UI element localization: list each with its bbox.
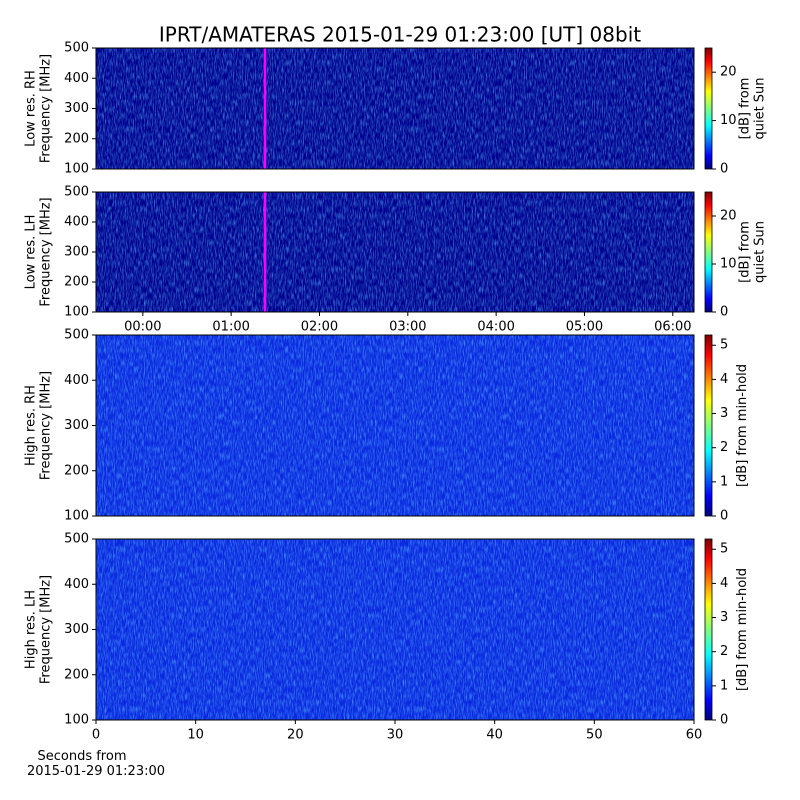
colorbar-label-line: quiet Sun (752, 221, 767, 283)
colorbar-label-line: quiet Sun (752, 77, 767, 139)
colorbar-tick-label: 1 (720, 474, 728, 489)
colorbar-tick-label: 5 (720, 542, 728, 557)
x-tick-label: 30 (387, 728, 404, 743)
y-label-line: Frequency [MHz] (38, 575, 53, 684)
colorbar-tick-label: 5 (720, 338, 728, 353)
colorbar-tick-label: 10 (720, 113, 737, 128)
figure-title: IPRT/AMATERAS 2015-01-29 01:23:00 [UT] 0… (159, 23, 641, 47)
x-tick-label: 01:00 (212, 320, 249, 335)
y-tick-label: 400 (64, 215, 89, 230)
x-label-line: 2015-01-29 01:23:00 (27, 764, 165, 779)
x-tick-label: 10 (187, 728, 204, 743)
colorbar-label: [dB] from min-hold (735, 568, 750, 691)
y-tick-label: 400 (64, 71, 89, 86)
y-tick-label: 400 (64, 373, 89, 388)
colorbar-label-line: [dB] from min-hold (735, 568, 750, 691)
x-tick-label: 05:00 (566, 320, 603, 335)
x-tick-label: 00:00 (124, 320, 161, 335)
y-axis-label: Low res. RHFrequency [MHz] (23, 54, 53, 163)
colorbar (704, 47, 713, 170)
y-tick-label: 100 (64, 305, 89, 320)
y-label-line: High res. LH (23, 590, 38, 669)
y-tick-label: 500 (64, 185, 89, 200)
y-tick-label: 200 (64, 131, 89, 146)
y-label-line: Frequency [MHz] (38, 371, 53, 480)
y-label-line: High res. RH (23, 385, 38, 466)
y-label-line: Low res. RH (23, 70, 38, 147)
colorbar-tick-label: 3 (720, 610, 728, 625)
y-tick-label: 100 (64, 162, 89, 177)
colorbar-tick-label: 10 (720, 257, 737, 272)
spectrogram-texture (96, 539, 694, 720)
y-tick-label: 200 (64, 667, 89, 682)
colorbar-tick-label: 20 (720, 65, 737, 80)
x-label-line: Seconds from (37, 749, 126, 764)
x-axis-label: Seconds from 2015-01-29 01:23:00 (27, 749, 165, 779)
y-label-line: Frequency [MHz] (38, 54, 53, 163)
y-tick-label: 500 (64, 532, 89, 547)
x-tick-label: 02:00 (301, 320, 338, 335)
colorbar-label-line: [dB] from (737, 221, 752, 283)
spectrogram-texture (96, 192, 694, 312)
x-tick-label: 60 (686, 728, 703, 743)
y-tick-label: 400 (64, 577, 89, 592)
x-tick-label: 03:00 (389, 320, 426, 335)
y-tick-label: 100 (64, 713, 89, 728)
y-label-line: Frequency [MHz] (38, 197, 53, 306)
y-tick-label: 300 (64, 622, 89, 637)
colorbar-tick-label: 4 (720, 576, 728, 591)
y-tick-label: 200 (64, 275, 89, 290)
colorbar-label-line: [dB] from min-hold (735, 364, 750, 487)
y-tick-label: 300 (64, 101, 89, 116)
colorbar-tick-label: 0 (720, 305, 728, 320)
x-tick-label: 20 (287, 728, 304, 743)
y-tick-label: 500 (64, 328, 89, 343)
colorbar-label: [dB] fromquiet Sun (737, 221, 767, 283)
y-tick-label: 500 (64, 41, 89, 56)
colorbar-tick-label: 4 (720, 372, 728, 387)
colorbar-tick-label: 0 (720, 509, 728, 524)
y-axis-label: Low res. LHFrequency [MHz] (23, 197, 53, 306)
colorbar (704, 334, 713, 517)
colorbar (704, 191, 713, 313)
colorbar-tick-label: 2 (720, 644, 728, 659)
colorbar-label: [dB] from min-hold (735, 364, 750, 487)
colorbar-tick-label: 3 (720, 406, 728, 421)
colorbar-tick-label: 1 (720, 678, 728, 693)
y-tick-label: 200 (64, 463, 89, 478)
x-tick-label: 40 (486, 728, 503, 743)
x-tick-label: 04:00 (477, 320, 514, 335)
colorbar-tick-label: 0 (720, 162, 728, 177)
x-tick-label: 50 (586, 728, 603, 743)
colorbar-tick-label: 0 (720, 713, 728, 728)
y-tick-label: 300 (64, 418, 89, 433)
colorbar-label: [dB] fromquiet Sun (737, 77, 767, 139)
spectrogram-texture (96, 48, 694, 169)
colorbar-label-line: [dB] from (737, 78, 752, 140)
colorbar (704, 538, 713, 721)
x-tick-label: 06:00 (654, 320, 691, 335)
colorbar-tick-label: 20 (720, 209, 737, 224)
y-tick-label: 100 (64, 509, 89, 524)
spectrogram-texture (96, 335, 694, 516)
y-label-line: Low res. LH (23, 215, 38, 290)
colorbar-tick-label: 2 (720, 440, 728, 455)
x-tick-label: 0 (92, 728, 100, 743)
y-axis-label: High res. RHFrequency [MHz] (23, 371, 53, 480)
y-tick-label: 300 (64, 245, 89, 260)
y-axis-label: High res. LHFrequency [MHz] (23, 575, 53, 684)
